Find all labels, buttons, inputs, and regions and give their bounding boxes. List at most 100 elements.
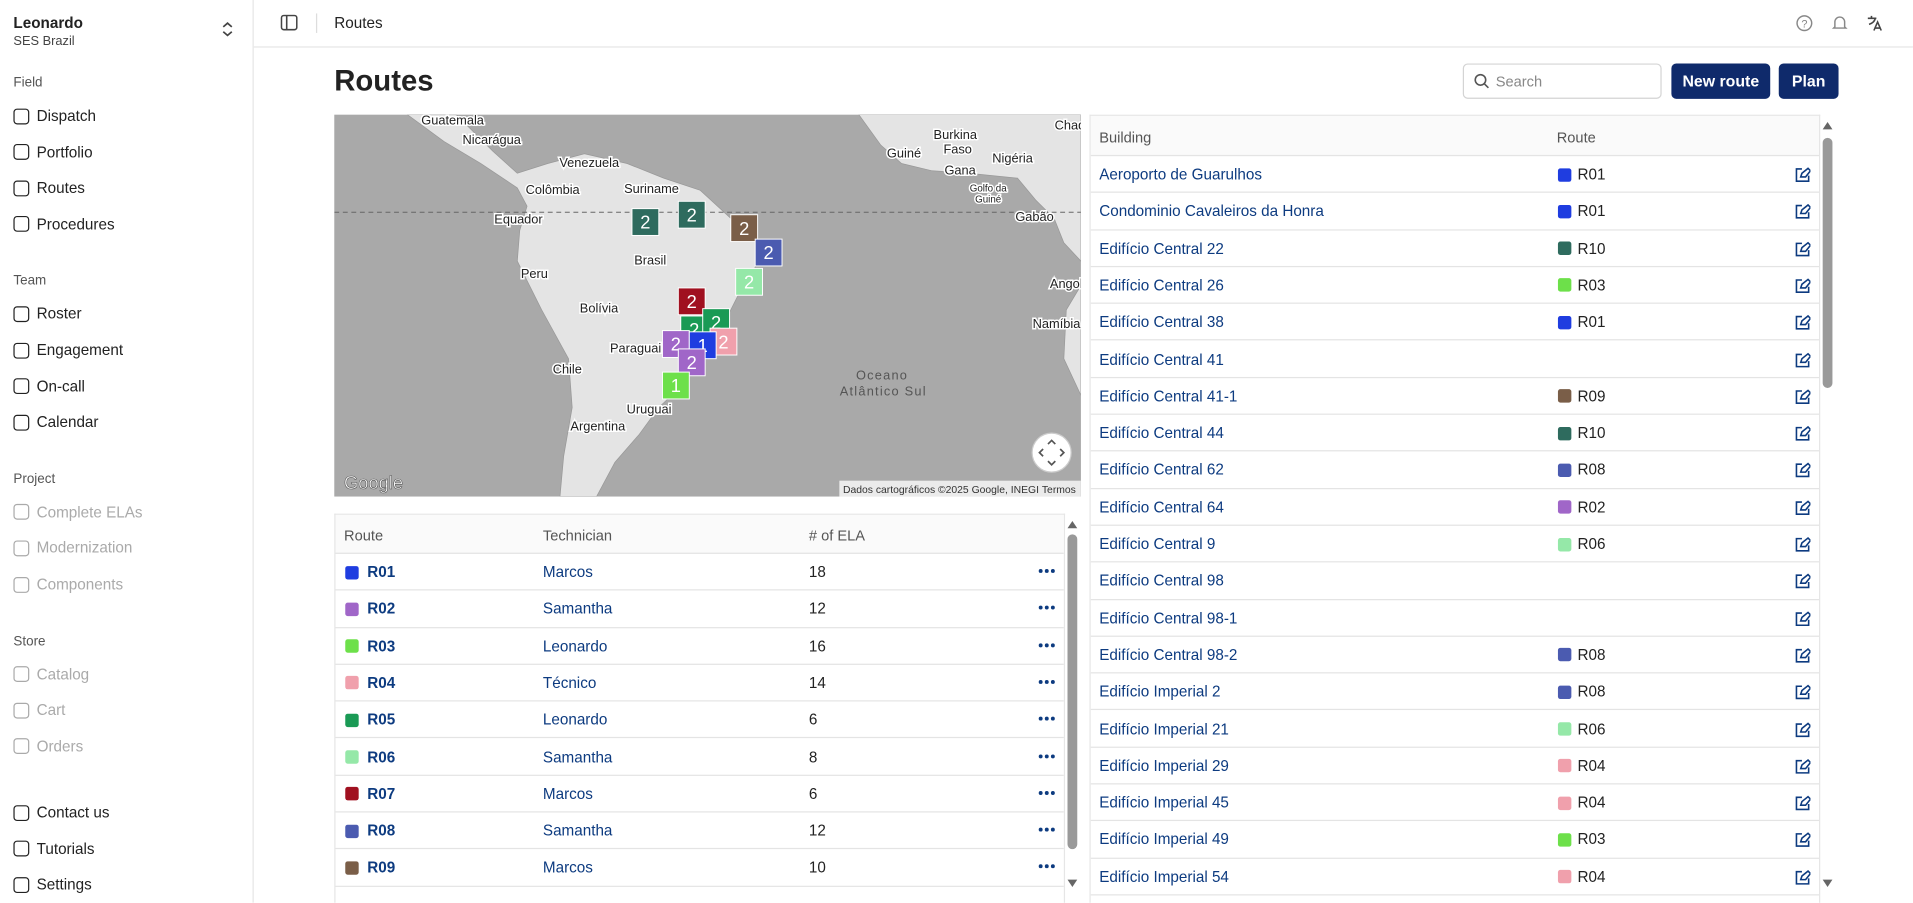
- nav-item[interactable]: On-call: [13, 378, 84, 395]
- edit-button[interactable]: [1795, 648, 1811, 664]
- building-name[interactable]: Edifício Imperial 45: [1099, 794, 1229, 811]
- fullscreen-button[interactable]: [1032, 433, 1071, 472]
- building-name[interactable]: Edifício Imperial 49: [1099, 831, 1229, 848]
- scroll-thumb[interactable]: [1068, 534, 1078, 849]
- row-menu[interactable]: [1038, 678, 1055, 685]
- nav-item[interactable]: Complete ELAs: [13, 504, 142, 521]
- route-marker[interactable]: 2: [731, 215, 758, 242]
- route-code[interactable]: R09: [367, 859, 395, 876]
- row-menu[interactable]: [1038, 604, 1055, 611]
- building-name[interactable]: Edifício Imperial 21: [1099, 720, 1229, 737]
- route-marker[interactable]: 2: [755, 239, 782, 266]
- edit-button[interactable]: [1795, 204, 1811, 220]
- map[interactable]: GuatemalaNicaráguaVenezuelaSurinameColôm…: [334, 115, 1081, 497]
- map-terms[interactable]: Termos: [1042, 485, 1076, 496]
- nav-item[interactable]: Components: [13, 576, 123, 593]
- search-box[interactable]: Search: [1463, 63, 1662, 98]
- scroll-thumb[interactable]: [1823, 138, 1833, 388]
- building-name[interactable]: Edifício Central 98-2: [1099, 646, 1237, 663]
- building-name[interactable]: Edifício Imperial 2: [1099, 683, 1220, 700]
- route-marker[interactable]: 2: [678, 288, 705, 315]
- edit-button[interactable]: [1795, 796, 1811, 812]
- route-code[interactable]: R03: [367, 638, 395, 655]
- route-code[interactable]: R04: [367, 675, 395, 692]
- route-code[interactable]: R05: [367, 711, 395, 728]
- nav-item[interactable]: Catalog: [13, 666, 89, 683]
- breadcrumb[interactable]: Routes: [334, 15, 382, 32]
- nav-item[interactable]: Portfolio: [13, 143, 92, 160]
- nav-item[interactable]: Cart: [13, 702, 65, 719]
- building-name[interactable]: Edifício Central 98-1: [1099, 610, 1237, 627]
- row-menu[interactable]: [1038, 826, 1055, 833]
- edit-button[interactable]: [1795, 167, 1811, 183]
- edit-button[interactable]: [1795, 241, 1811, 257]
- route-marker[interactable]: 2: [632, 209, 659, 236]
- edit-button[interactable]: [1795, 500, 1811, 516]
- technician[interactable]: Técnico: [543, 675, 596, 692]
- new-route-button[interactable]: New route: [1671, 63, 1770, 98]
- edit-button[interactable]: [1795, 833, 1811, 849]
- route-code[interactable]: R06: [367, 748, 395, 765]
- edit-button[interactable]: [1795, 722, 1811, 738]
- route-code[interactable]: R01: [367, 564, 395, 581]
- nav-item[interactable]: Routes: [13, 180, 85, 197]
- nav-item[interactable]: Tutorials: [13, 840, 94, 857]
- row-menu[interactable]: [1038, 715, 1055, 722]
- nav-item[interactable]: Modernization: [13, 540, 132, 557]
- building-name[interactable]: Edifício Central 64: [1099, 499, 1224, 516]
- edit-button[interactable]: [1795, 869, 1811, 885]
- route-marker[interactable]: 2: [736, 268, 763, 295]
- route-marker[interactable]: 1: [662, 372, 689, 399]
- row-menu[interactable]: [1038, 567, 1055, 574]
- building-name[interactable]: Edifício Central 22: [1099, 240, 1224, 257]
- sidebar-toggle[interactable]: [281, 15, 298, 31]
- edit-button[interactable]: [1795, 352, 1811, 368]
- edit-button[interactable]: [1795, 537, 1811, 553]
- help-icon[interactable]: ?: [1796, 15, 1813, 32]
- edit-button[interactable]: [1795, 463, 1811, 479]
- building-name[interactable]: Edifício Central 62: [1099, 462, 1224, 479]
- technician[interactable]: Marcos: [543, 859, 593, 876]
- edit-button[interactable]: [1795, 389, 1811, 405]
- row-menu[interactable]: [1038, 752, 1055, 759]
- buildings-scrollbar[interactable]: [1821, 118, 1833, 894]
- edit-button[interactable]: [1795, 278, 1811, 294]
- building-name[interactable]: Aeroporto de Guarulhos: [1099, 166, 1262, 183]
- edit-button[interactable]: [1795, 759, 1811, 775]
- nav-item[interactable]: Dispatch: [13, 107, 96, 124]
- language-icon[interactable]: [1867, 15, 1884, 32]
- nav-item[interactable]: Contact us: [13, 804, 109, 821]
- route-code[interactable]: R08: [367, 822, 395, 839]
- scroll-arrow[interactable]: [1066, 520, 1078, 530]
- edit-button[interactable]: [1795, 574, 1811, 590]
- route-marker[interactable]: 2: [678, 201, 705, 228]
- building-name[interactable]: Edifício Imperial 54: [1099, 868, 1229, 885]
- bell-icon[interactable]: [1831, 15, 1848, 32]
- row-menu[interactable]: [1038, 863, 1055, 870]
- org-name[interactable]: Leonardo: [13, 15, 82, 32]
- technician[interactable]: Samantha: [543, 748, 613, 765]
- building-name[interactable]: Edifício Central 9: [1099, 536, 1215, 553]
- scroll-arrow[interactable]: [1821, 878, 1833, 888]
- scroll-arrow[interactable]: [1821, 121, 1833, 131]
- row-menu[interactable]: [1038, 789, 1055, 796]
- building-name[interactable]: Edifício Central 41-1: [1099, 388, 1237, 405]
- nav-item[interactable]: Calendar: [13, 414, 98, 431]
- map-canvas[interactable]: GuatemalaNicaráguaVenezuelaSurinameColôm…: [334, 115, 1081, 497]
- routes-scrollbar[interactable]: [1066, 517, 1078, 895]
- edit-button[interactable]: [1795, 685, 1811, 701]
- building-name[interactable]: Edifício Central 98: [1099, 573, 1224, 590]
- edit-button[interactable]: [1795, 611, 1811, 627]
- scroll-arrow[interactable]: [1066, 878, 1078, 888]
- nav-item[interactable]: Settings: [13, 876, 91, 893]
- route-code[interactable]: R07: [367, 785, 395, 802]
- building-name[interactable]: Condominio Cavaleiros da Honra: [1099, 203, 1324, 220]
- building-name[interactable]: Edifício Central 26: [1099, 277, 1224, 294]
- nav-item[interactable]: Engagement: [13, 342, 123, 359]
- edit-button[interactable]: [1795, 426, 1811, 442]
- building-name[interactable]: Edifício Central 44: [1099, 425, 1224, 442]
- route-code[interactable]: R02: [367, 601, 395, 618]
- building-name[interactable]: Edifício Central 41: [1099, 351, 1224, 368]
- edit-button[interactable]: [1795, 315, 1811, 331]
- plan-button[interactable]: Plan: [1779, 63, 1839, 98]
